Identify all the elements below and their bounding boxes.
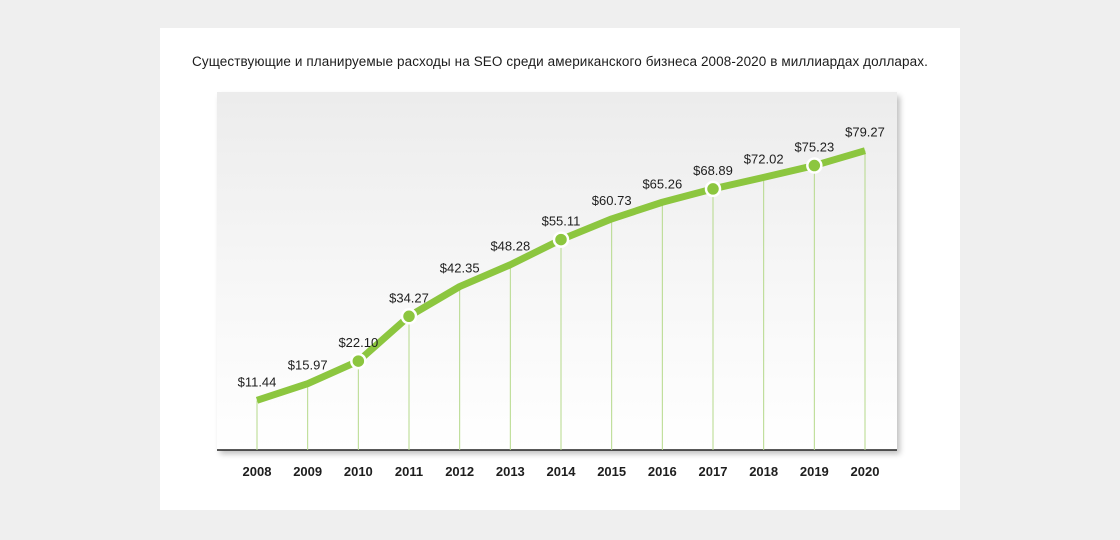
x-tick-label-2013: 2013 bbox=[496, 464, 525, 479]
data-point-2011 bbox=[400, 308, 418, 325]
value-label-2009: $15.97 bbox=[288, 358, 328, 373]
value-label-2013: $48.28 bbox=[490, 239, 530, 254]
value-label-2019: $75.23 bbox=[794, 140, 834, 155]
x-tick-label-2018: 2018 bbox=[749, 464, 778, 479]
value-label-2011: $34.27 bbox=[389, 290, 429, 305]
x-tick-label-2019: 2019 bbox=[800, 464, 829, 479]
data-point-2014 bbox=[552, 231, 570, 248]
value-label-2016: $65.26 bbox=[642, 176, 682, 191]
x-tick-label-2020: 2020 bbox=[851, 464, 880, 479]
x-tick-label-2009: 2009 bbox=[293, 464, 322, 479]
value-label-2017: $68.89 bbox=[693, 163, 733, 178]
value-label-2018: $72.02 bbox=[744, 151, 784, 166]
data-point-2017 bbox=[704, 180, 722, 198]
value-label-2014: $55.11 bbox=[542, 214, 581, 229]
value-label-2020: $79.27 bbox=[845, 125, 885, 140]
plot-background bbox=[217, 92, 897, 450]
value-label-2015: $60.73 bbox=[592, 193, 632, 208]
line-chart: $11.44 $15.97 $22.10 $34.27 $42.35 $48.28 $55.… bbox=[217, 92, 897, 479]
x-tick-label-2011: 2011 bbox=[395, 464, 423, 479]
x-tick-label-2012: 2012 bbox=[445, 464, 474, 479]
x-tick-label-2008: 2008 bbox=[243, 464, 272, 479]
x-tick-label-2010: 2010 bbox=[344, 464, 373, 479]
x-tick-label-2017: 2017 bbox=[699, 464, 728, 479]
value-label-2008: $11.44 bbox=[238, 374, 277, 389]
chart-card: Существующие и планируемые расходы на SE… bbox=[160, 28, 960, 510]
value-label-2012: $42.35 bbox=[440, 261, 480, 276]
chart-title: Существующие и планируемые расходы на SE… bbox=[192, 54, 928, 69]
x-tick-label-2015: 2015 bbox=[597, 464, 626, 479]
data-point-2019 bbox=[806, 157, 823, 174]
x-tick-label-2016: 2016 bbox=[648, 464, 677, 479]
data-point-2010 bbox=[350, 352, 367, 370]
value-label-2010: $22.10 bbox=[338, 335, 378, 350]
x-tick-label-2014: 2014 bbox=[547, 464, 577, 479]
